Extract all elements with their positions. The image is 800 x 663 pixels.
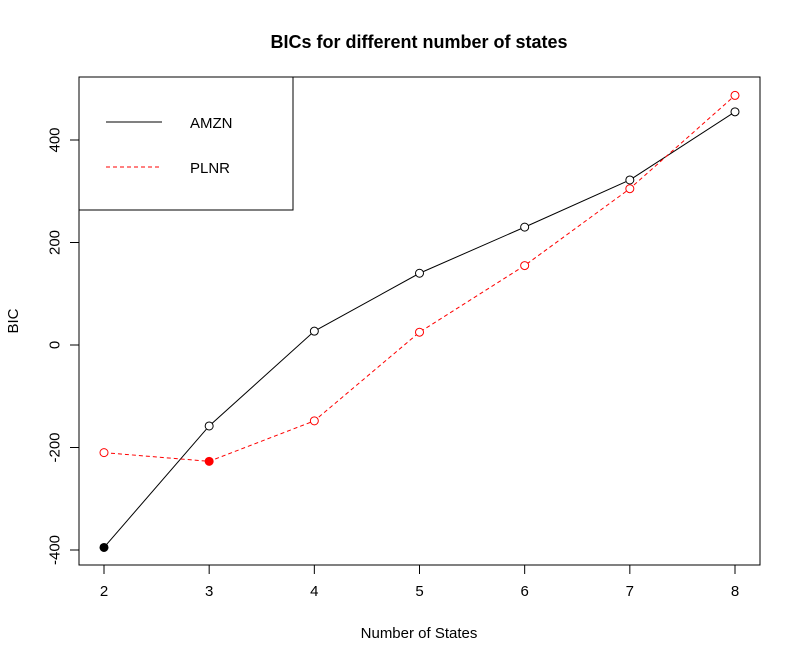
x-tick-label: 7 [626, 583, 634, 600]
series-point-plnr [415, 327, 424, 337]
series-point-amzn [415, 268, 424, 278]
series-point-amzn [99, 542, 109, 552]
legend: AMZN PLNR [78, 76, 294, 211]
y-axis: -400 -200 0 200 400 [47, 127, 80, 565]
series-point-plnr [625, 184, 635, 194]
x-axis: 2 3 4 5 6 7 8 [100, 564, 739, 600]
series-point-amzn [625, 175, 635, 185]
x-tick-label: 4 [310, 583, 318, 600]
x-tick-label: 5 [415, 583, 423, 600]
series-point-amzn [309, 326, 319, 336]
series-point-plnr [309, 416, 319, 426]
series-layer [99, 90, 740, 552]
legend-label-plnr: PLNR [190, 160, 230, 177]
y-tick-label: -400 [47, 535, 64, 565]
legend-label-amzn: AMZN [190, 115, 233, 132]
y-axis-label: BIC [5, 308, 22, 333]
legend-box [78, 76, 294, 211]
series-point-amzn [520, 222, 530, 232]
y-tick-label: 200 [47, 230, 64, 255]
y-tick-label: 400 [47, 127, 64, 152]
series-point-plnr [730, 90, 740, 100]
y-tick-label: 0 [47, 341, 64, 349]
x-axis-label: Number of States [361, 625, 478, 642]
series-point-plnr [99, 448, 109, 458]
series-point-plnr [204, 456, 214, 466]
series-point-amzn [730, 107, 740, 117]
x-tick-label: 3 [205, 583, 213, 600]
series-point-plnr [520, 261, 530, 271]
y-tick-label: -200 [47, 432, 64, 462]
x-tick-label: 6 [520, 583, 528, 600]
x-tick-label: 2 [100, 583, 108, 600]
series-point-amzn [204, 421, 214, 431]
chart-title: BICs for different number of states [270, 32, 567, 52]
x-tick-label: 8 [731, 583, 739, 600]
